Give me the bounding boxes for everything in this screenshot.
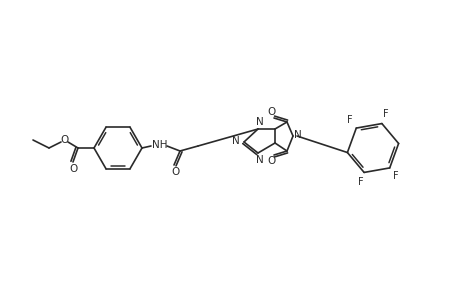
Text: F: F [392,171,398,181]
Text: F: F [357,177,363,187]
Text: N: N [232,136,239,146]
Text: N: N [256,117,263,127]
Text: O: O [70,164,78,174]
Text: O: O [267,107,275,117]
Text: O: O [267,156,275,166]
Text: O: O [172,167,180,177]
Text: N: N [293,130,301,140]
Text: O: O [61,135,69,145]
Text: N: N [256,155,263,165]
Text: F: F [346,116,352,125]
Text: F: F [382,109,387,119]
Text: NH: NH [152,140,168,150]
